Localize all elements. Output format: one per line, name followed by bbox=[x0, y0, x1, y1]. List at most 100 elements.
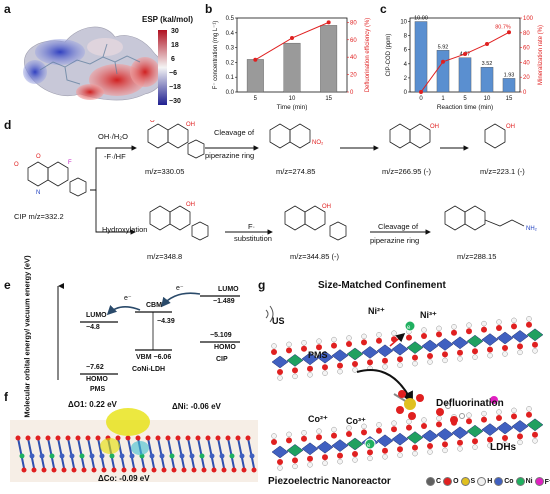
o-atom bbox=[391, 426, 397, 433]
o-atom bbox=[277, 369, 283, 375]
h-atom bbox=[472, 354, 478, 360]
h-atom bbox=[532, 348, 538, 354]
esp-title: ESP (kal/mol) bbox=[142, 15, 193, 24]
y-axis-label-right: Mineralization rate (%) bbox=[538, 25, 544, 85]
legend-dot bbox=[477, 477, 487, 486]
h-atom bbox=[487, 442, 493, 449]
mz-274: m/z=274.85 bbox=[276, 167, 316, 176]
o-atom bbox=[151, 467, 157, 473]
o-atom bbox=[135, 435, 141, 441]
h-atom bbox=[352, 367, 358, 373]
ldhs-label: LDHs bbox=[490, 442, 517, 453]
x-axis-label: Time (min) bbox=[277, 104, 308, 111]
lattice-bond bbox=[247, 437, 255, 469]
o-atom bbox=[231, 467, 237, 473]
o-atom bbox=[25, 435, 31, 441]
octahedron bbox=[406, 431, 424, 444]
o-atom bbox=[331, 432, 337, 439]
legend-label: C bbox=[436, 478, 442, 485]
h-atom bbox=[322, 370, 328, 376]
o-atom bbox=[55, 435, 61, 441]
o-atom bbox=[397, 356, 403, 363]
metal-atom bbox=[29, 453, 35, 459]
h-atom bbox=[397, 452, 403, 458]
h-atom bbox=[361, 333, 367, 340]
o-atom bbox=[481, 326, 487, 333]
h-atom bbox=[496, 409, 502, 415]
o-atom bbox=[496, 415, 502, 421]
lattice-bond bbox=[177, 437, 185, 469]
bar bbox=[320, 25, 338, 93]
bar bbox=[414, 21, 428, 93]
o-atom bbox=[412, 354, 418, 361]
o-atom bbox=[352, 451, 358, 457]
h-atom bbox=[526, 406, 532, 412]
o-atom bbox=[85, 435, 91, 441]
metal-atom bbox=[169, 453, 175, 459]
svg-text:O: O bbox=[36, 154, 41, 160]
pms-lumo-label: LUMO bbox=[86, 312, 107, 319]
o-atom bbox=[251, 467, 257, 473]
h-atom bbox=[451, 324, 457, 330]
octahedron bbox=[346, 437, 364, 451]
o-atom bbox=[346, 341, 352, 347]
h-atom bbox=[472, 444, 478, 450]
mz-223: m/z=223.1 (-) bbox=[480, 167, 525, 176]
octahedron bbox=[466, 424, 484, 438]
o-atom bbox=[367, 359, 373, 366]
octahedron bbox=[511, 330, 529, 343]
octahedron bbox=[376, 344, 394, 358]
lattice-bond bbox=[157, 437, 165, 469]
x-tick-label: 10 bbox=[289, 96, 296, 102]
h-atom bbox=[277, 375, 283, 381]
o-atom bbox=[41, 467, 47, 473]
o-atom bbox=[487, 346, 493, 353]
h-atom bbox=[376, 332, 382, 338]
o-atom bbox=[201, 467, 207, 473]
svg-text:N: N bbox=[36, 190, 40, 196]
o-atom bbox=[436, 421, 442, 428]
o-atom bbox=[31, 467, 37, 473]
o-atom bbox=[352, 361, 358, 367]
o-atom bbox=[472, 438, 478, 445]
h-atom bbox=[502, 351, 508, 357]
o-atom bbox=[421, 423, 427, 429]
lattice-bond bbox=[67, 437, 75, 469]
h-atom bbox=[421, 417, 427, 423]
esp-tick: −30 bbox=[169, 98, 181, 105]
cip-lumo-label: LUMO bbox=[218, 286, 239, 293]
legend-label: O bbox=[453, 478, 459, 485]
legend-dot bbox=[494, 477, 504, 486]
metal-atom bbox=[149, 453, 155, 459]
x-tick-label: 15 bbox=[506, 96, 513, 102]
metal-atom bbox=[229, 453, 235, 459]
octahedron bbox=[391, 342, 409, 356]
o-atom bbox=[71, 467, 77, 473]
pms-label: PMS bbox=[90, 386, 106, 393]
y-tick-label-right: 100 bbox=[523, 16, 534, 22]
mz-288: m/z=288.15 bbox=[457, 252, 497, 261]
esp-tick: −6 bbox=[169, 70, 177, 77]
o-atom bbox=[337, 452, 343, 459]
metal-atom bbox=[209, 453, 215, 459]
x-tick-label: 1 bbox=[441, 96, 445, 102]
metal-atom bbox=[69, 453, 75, 459]
o-atom bbox=[145, 435, 151, 441]
svg-text:OH: OH bbox=[322, 204, 331, 210]
o-atom bbox=[195, 435, 201, 441]
octahedron bbox=[361, 346, 379, 359]
o-atom bbox=[337, 362, 343, 369]
o-atom bbox=[161, 467, 167, 473]
svg-text:O: O bbox=[150, 120, 155, 124]
o-atom bbox=[322, 454, 328, 461]
panel-label-d: d bbox=[4, 118, 12, 132]
o-atom bbox=[51, 467, 57, 473]
y-tick-label-right: 80 bbox=[523, 31, 530, 37]
h-atom bbox=[466, 412, 472, 418]
y-tick-label-left: 0.4 bbox=[226, 31, 235, 37]
o-atom bbox=[175, 435, 181, 441]
pathway-scheme: O O F N O OH NO₂ OH OH OH OH NH₂ bbox=[14, 120, 538, 241]
lattice-bond bbox=[17, 437, 25, 469]
o-atom bbox=[451, 329, 457, 336]
cbm-value: −4.39 bbox=[157, 318, 175, 325]
